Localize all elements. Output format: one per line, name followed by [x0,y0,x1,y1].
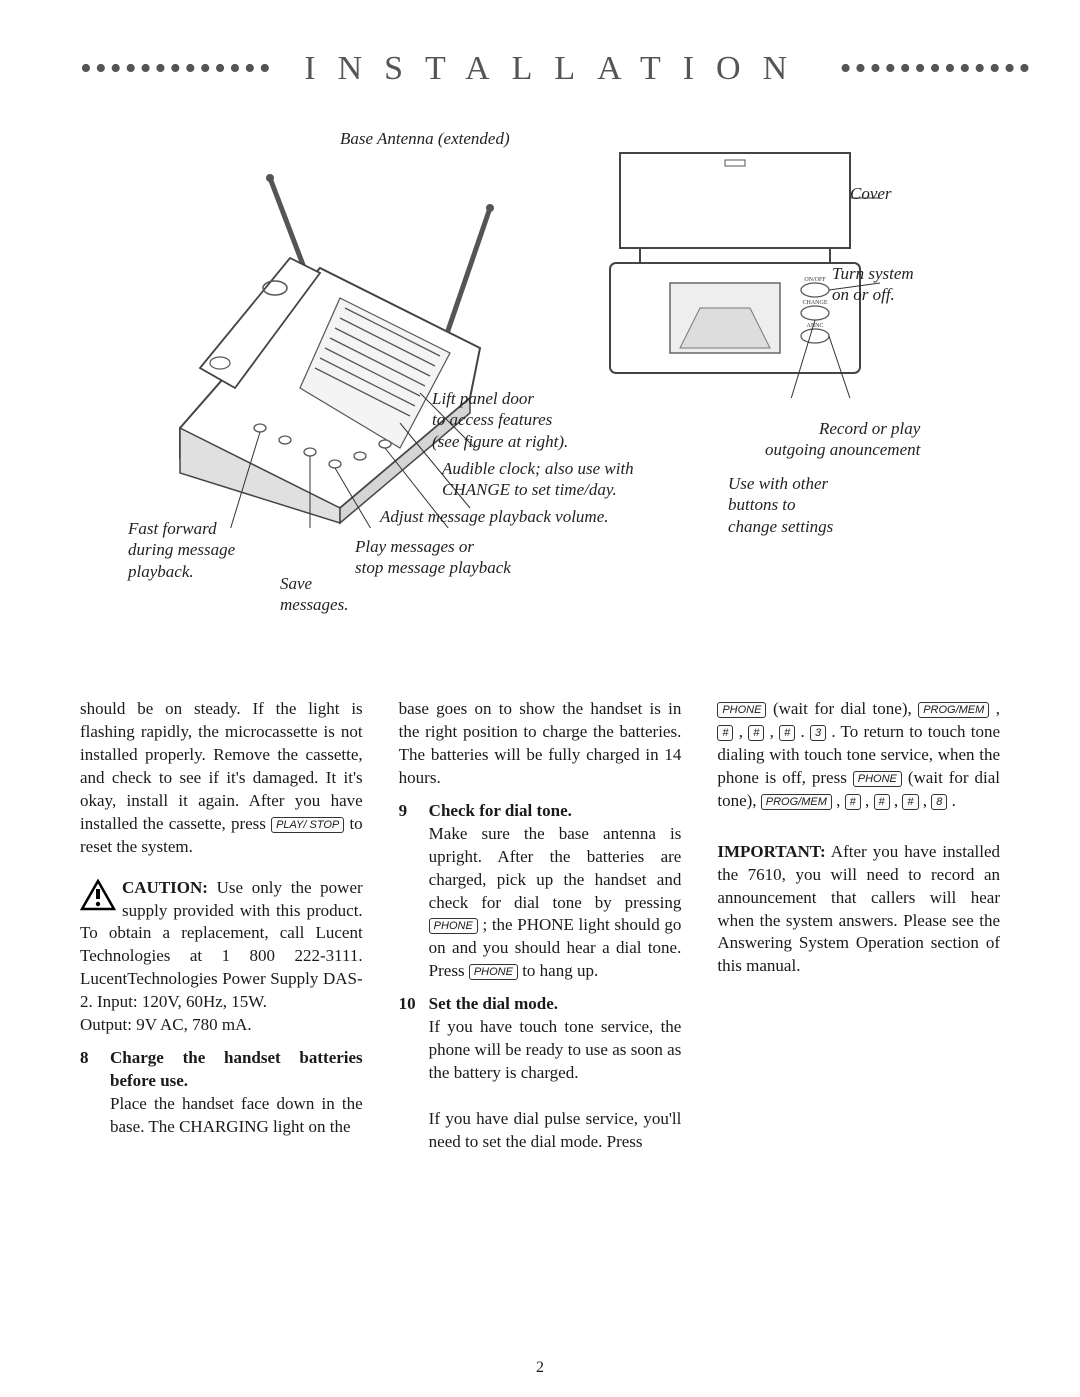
important-label: IMPORTANT: [717,842,825,861]
caution-block: CAUTION: Use only the power supply provi… [80,877,363,1038]
title-dots-right: ••••••••••••• [840,50,1034,87]
seq-b: , [996,699,1000,718]
step-8: 8 Charge the handset batteries before us… [80,1047,363,1139]
key-hash-4: # [845,794,861,810]
key-hash-3: # [779,725,795,741]
step-8-title: Charge the handset batteries before use. [110,1048,363,1090]
step-8-body: Place the handset face down in the base.… [110,1094,363,1136]
key-phone-3: PHONE [717,702,766,718]
step-10-title: Set the dial mode. [429,994,558,1013]
key-progmem-1: PROG/MEM [918,702,989,718]
step-9-title: Check for dial tone. [429,801,572,820]
key-3: 3 [810,725,826,741]
callout-turn-system: Turn system on or off. [832,263,914,306]
important-text: After you have installed the 7610, you w… [717,842,1000,976]
caution-output: Output: 9V AC, 780 mA. [80,1014,363,1037]
caution-text: CAUTION: Use only the power supply provi… [80,877,363,1015]
key-hash-2: # [748,725,764,741]
caution-icon [80,879,116,911]
svg-text:CHANGE: CHANGE [803,300,828,306]
svg-text:ANNC: ANNC [806,323,823,329]
page-title: ••••••••••••• INSTALLATION ••••••••••••• [80,50,1000,88]
title-text: INSTALLATION [304,50,809,87]
column-1: should be on steady. If the light is fla… [80,698,363,1154]
title-dots-left: ••••••••••••• [80,50,274,87]
seq-c: , [739,722,749,741]
step-10-b: If you have dial pulse service, you'll n… [429,1109,682,1151]
column-2: base goes on to show the handset is in t… [399,698,682,1154]
caution-body: Use only the power supply provided with … [80,878,363,1012]
seq-j: , [894,791,903,810]
key-phone-4: PHONE [853,771,902,787]
callout-save-messages: Save messages. [280,573,348,616]
callout-cover: Cover [850,183,892,204]
callout-record-play: Record or play outgoing anouncement [765,418,920,461]
key-8: 8 [931,794,947,810]
col1-p1: should be on steady. If the light is fla… [80,698,363,859]
step-9-num: 9 [399,800,417,984]
svg-text:ON/OFF: ON/OFF [804,277,826,283]
callout-use-other: Use with other buttons to change setting… [728,473,833,537]
step-9-content: Check for dial tone. Make sure the base … [429,800,682,984]
column-3: PHONE (wait for dial tone), PROG/MEM , #… [717,698,1000,1154]
seq-d: , [770,722,780,741]
key-hash-1: # [717,725,733,741]
seq-a: (wait for dial tone), [773,699,918,718]
callout-base-antenna: Base Antenna (extended) [340,128,510,149]
step-8-content: Charge the handset batteries before use.… [110,1047,363,1139]
callout-fast-forward: Fast forward during message playback. [128,518,235,582]
page-number: 2 [0,1359,1080,1377]
col2-p1: base goes on to show the handset is in t… [399,698,682,790]
seq-h: , [836,791,845,810]
diagram-area: ON/OFF CHANGE ANNC Base Antenna (extende… [80,128,1000,658]
callout-play-messages: Play messages or stop message playback [355,536,511,579]
seq-k: , [923,791,932,810]
step-10-content: Set the dial mode. If you have touch ton… [429,993,682,1154]
step-10: 10 Set the dial mode. If you have touch … [399,993,682,1154]
important-block: IMPORTANT: After you have installed the … [717,841,1000,979]
step-9-a: Make sure the base antenna is upright. A… [429,824,682,912]
key-phone-2: PHONE [469,964,518,980]
callout-lift-panel: Lift panel door to access features (see … [432,388,568,452]
step-9: 9 Check for dial tone. Make sure the bas… [399,800,682,984]
step-10-num: 10 [399,993,417,1154]
step-9-c: to hang up. [522,961,598,980]
callout-adjust-volume: Adjust message playback volume. [380,506,609,527]
seq-e: . [800,722,810,741]
key-hash-5: # [874,794,890,810]
key-progmem-2: PROG/MEM [761,794,832,810]
col3-seq: PHONE (wait for dial tone), PROG/MEM , #… [717,698,1000,813]
key-phone-1: PHONE [429,918,478,934]
key-play-stop: PLAY/ STOP [271,817,344,833]
key-hash-6: # [902,794,918,810]
seq-i: , [865,791,874,810]
col1-p1a: should be on steady. If the light is fla… [80,699,363,833]
body-columns: should be on steady. If the light is fla… [80,698,1000,1154]
step-8-num: 8 [80,1047,98,1139]
seq-l: . [952,791,956,810]
callout-audible-clock: Audible clock; also use with CHANGE to s… [442,458,634,501]
caution-label: CAUTION: [122,878,208,897]
step-10-a: If you have touch tone service, the phon… [429,1017,682,1082]
